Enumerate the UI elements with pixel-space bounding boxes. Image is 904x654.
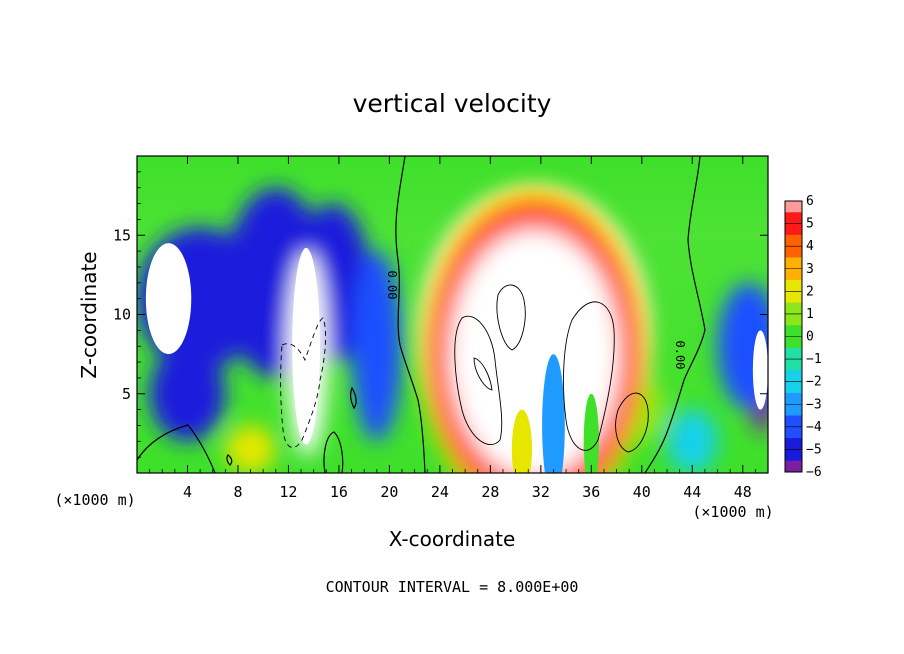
colorbar: 6 5 4 3 2 1 0 −1 −2 −3 −4 −5 −6 — [784, 194, 822, 480]
colorbar-tick-label: −3 — [806, 397, 822, 412]
updraft-core-contour-4 — [615, 392, 649, 453]
x-axis-ticks: 4 8 12 16 20 24 28 32 36 40 44 48 — [149, 156, 756, 501]
colorbar-swatch — [785, 246, 802, 258]
y-tick-label: 10 — [113, 306, 131, 324]
colorbar-swatch — [785, 201, 802, 213]
colorbar-swatch — [785, 392, 802, 405]
x-tick-label: 48 — [734, 483, 752, 501]
colorbar-tick-label: 1 — [806, 307, 814, 322]
colorbar-tick-label: −6 — [806, 465, 822, 480]
contour-labels: 0.00 0.00 — [385, 271, 687, 370]
colorbar-tick-label: −4 — [806, 420, 822, 435]
x-tick-label: 28 — [481, 483, 499, 501]
colorbar-swatch — [785, 257, 802, 270]
zero-contour-blob-1 — [323, 431, 344, 473]
colorbar-tick-label: −5 — [806, 442, 822, 457]
colorbar-swatch — [785, 449, 802, 462]
updraft-core-contour-5 — [473, 357, 493, 391]
x-tick-label: 12 — [279, 483, 297, 501]
y-tick-label: 15 — [113, 226, 131, 244]
colorbar-swatch — [785, 268, 802, 281]
y-tick-label: 5 — [122, 385, 131, 403]
downdraft-tongue — [583, 393, 599, 473]
colorbar-swatch — [785, 381, 802, 394]
x-tick-label: 20 — [380, 483, 398, 501]
y-axis-ticks: 5 10 15 — [113, 171, 768, 458]
field-region — [149, 346, 226, 442]
strong-updraft-plume — [752, 330, 768, 410]
zero-contour-right — [644, 156, 706, 473]
colorbar-swatch — [785, 370, 802, 383]
contour-label-1: 0.00 — [673, 341, 687, 370]
zero-contour-blob-2 — [350, 386, 357, 410]
colorbar-swatch — [785, 438, 802, 450]
colorbar-swatch — [785, 336, 802, 349]
zero-contour-bottom-left — [137, 424, 216, 473]
x-tick-label: 44 — [683, 483, 701, 501]
colorbar-tick-label: 6 — [806, 194, 814, 209]
colorbar-swatch — [785, 223, 802, 236]
y-axis-title: Z-coordinate — [77, 251, 101, 378]
colorbar-swatch — [785, 302, 802, 315]
colorbar-tick-label: 2 — [806, 284, 814, 299]
negative-contour-dashed — [280, 317, 327, 448]
colorbar-swatch — [785, 291, 802, 304]
downdraft-tongue — [511, 409, 533, 473]
colorbar-tick-label: −2 — [806, 375, 822, 390]
zero-contour-blob-3 — [226, 454, 233, 466]
updraft-core-contour-2 — [496, 284, 526, 351]
x-tick-label: 36 — [582, 483, 600, 501]
x-tick-label: 4 — [183, 483, 192, 501]
colorbar-tick-label: 5 — [806, 217, 814, 232]
colorbar-tick-label: 0 — [806, 330, 814, 345]
contour-interval-text: CONTOUR INTERVAL = 8.000E+00 — [326, 578, 579, 596]
zero-contour-left — [395, 156, 426, 473]
updraft-core-contour-1 — [454, 315, 503, 445]
colorbar-swatch — [785, 415, 802, 428]
colorbar-swatch — [785, 325, 802, 337]
chart-title: vertical velocity — [353, 89, 552, 118]
downdraft-tongue — [542, 354, 565, 473]
strong-updraft-plume — [292, 247, 320, 445]
colorbar-swatch — [785, 347, 802, 360]
updraft-shell — [451, 232, 618, 473]
x-unit-left: (×1000 m) — [54, 491, 135, 509]
x-axis-title: X-coordinate — [389, 527, 516, 551]
colorbar-swatch — [785, 359, 802, 371]
strong-updraft-plume — [145, 243, 192, 355]
contour-lines — [137, 156, 706, 473]
x-tick-label: 16 — [330, 483, 348, 501]
colorbar-tick-label: 3 — [806, 262, 814, 277]
colorbar-swatch — [785, 460, 802, 473]
field-region — [667, 409, 718, 473]
x-unit-right: (×1000 m) — [692, 503, 773, 521]
field-region — [717, 282, 768, 410]
colorbar-swatch — [785, 313, 802, 326]
contour-label-0: 0.00 — [385, 271, 399, 300]
colorbar-swatch — [785, 426, 802, 439]
field-region — [351, 251, 403, 442]
x-tick-label: 32 — [532, 483, 550, 501]
colorbar-swatch — [785, 280, 802, 292]
colorbar-swatch — [785, 404, 802, 417]
x-tick-label: 40 — [633, 483, 651, 501]
x-tick-label: 24 — [431, 483, 449, 501]
velocity-field: 0.00 0.00 — [137, 156, 768, 473]
colorbar-tick-label: −1 — [806, 352, 822, 367]
updraft-core-contour-3 — [563, 301, 615, 451]
colorbar-tick-label: 4 — [806, 239, 814, 254]
x-tick-label: 8 — [233, 483, 242, 501]
field-region — [225, 425, 276, 473]
colorbar-swatch — [785, 234, 802, 247]
colorbar-swatch — [785, 212, 802, 225]
